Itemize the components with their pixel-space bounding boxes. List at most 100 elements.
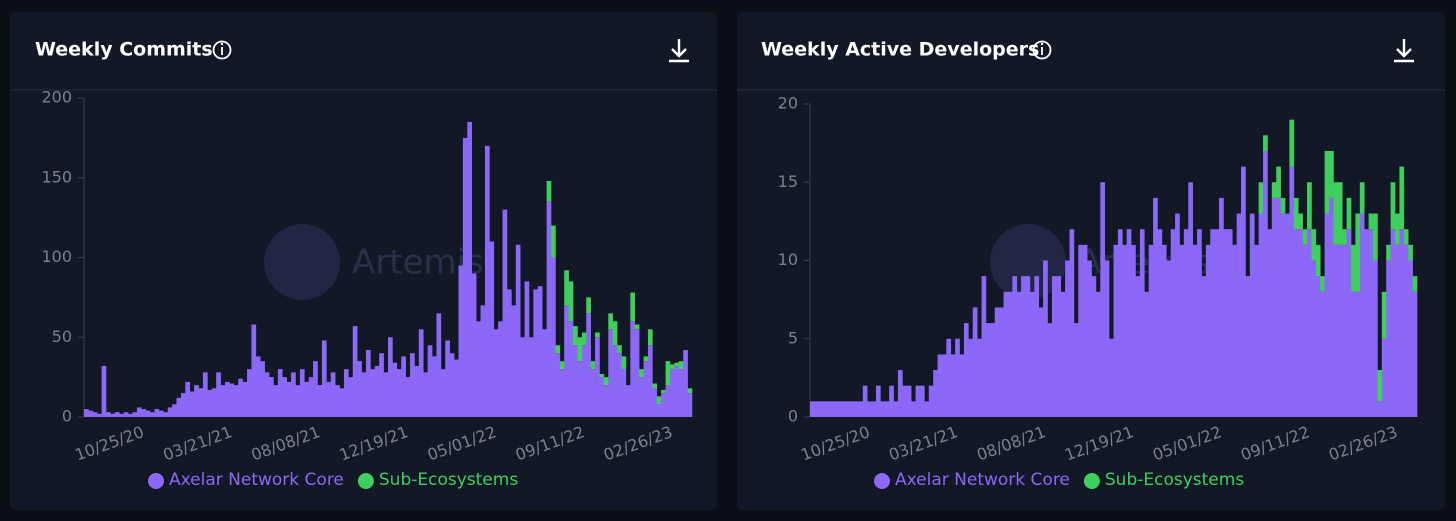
bar-segment — [674, 365, 680, 417]
legend-label: Sub-Ecosystems — [379, 470, 518, 490]
bar-segment — [924, 401, 930, 417]
bar-segment — [467, 121, 473, 418]
bar-segment — [1179, 244, 1185, 417]
bar-segment — [1263, 135, 1268, 151]
bar-segment — [1280, 197, 1286, 214]
bar-segment — [1148, 244, 1154, 417]
bar-segment — [678, 361, 684, 370]
bar-segment — [999, 307, 1004, 417]
info-icon[interactable] — [212, 40, 232, 60]
bar-segment — [1117, 229, 1123, 417]
legend-swatch — [1083, 473, 1100, 489]
bar-segment — [1131, 244, 1136, 417]
bar-segment — [247, 369, 252, 417]
download-icon[interactable] — [669, 39, 689, 63]
bar-segment — [630, 321, 636, 417]
bar-segment — [383, 372, 389, 417]
bar-segment — [1399, 229, 1405, 417]
bar-segment — [1315, 276, 1321, 417]
bar-segment — [1337, 182, 1343, 245]
bar-segment — [238, 378, 243, 417]
bar-segment — [128, 413, 133, 417]
bar-segment — [1302, 229, 1308, 245]
bar-segment — [260, 361, 265, 417]
bar-segment — [1403, 229, 1409, 245]
bar-segment — [559, 369, 565, 417]
bar-segment — [264, 372, 270, 417]
bar-segment — [1293, 229, 1299, 417]
bar-segment — [370, 369, 376, 417]
bar-segment — [933, 370, 938, 417]
bar-segment — [374, 365, 380, 417]
bar-segment — [643, 361, 649, 417]
bar-segment — [656, 404, 662, 417]
bar-segment — [1342, 244, 1347, 417]
bar-segment — [1201, 276, 1207, 417]
bar-segment — [1293, 197, 1299, 230]
bar-segment — [1320, 291, 1325, 417]
bar-segment — [224, 381, 230, 417]
bar-segment — [1267, 229, 1273, 417]
bar-segment — [564, 270, 569, 306]
bar-segment — [687, 393, 693, 417]
bar-segment — [489, 241, 495, 417]
bar-segment — [172, 404, 177, 417]
bar-segment — [599, 373, 605, 378]
bar-segment — [546, 201, 552, 417]
bar-segment — [1298, 229, 1303, 417]
bar-segment — [1315, 244, 1321, 277]
bar-segment — [97, 413, 102, 417]
bar-segment — [678, 369, 684, 417]
bar-segment — [1056, 276, 1062, 417]
bar-segment — [581, 345, 587, 417]
bar-segment — [977, 338, 982, 417]
bar-segment — [568, 281, 574, 322]
bar-segment — [612, 345, 618, 417]
bar-segment — [1012, 276, 1018, 417]
bar-segment — [1289, 119, 1295, 167]
bar-segment — [862, 385, 868, 417]
bar-segment — [339, 388, 345, 417]
bar-segment — [1245, 276, 1251, 417]
bar-segment — [498, 321, 503, 417]
bar-segment — [1223, 229, 1229, 417]
bar-segment — [462, 137, 468, 417]
y-tick-label: 15 — [778, 172, 798, 191]
y-tick-label: 0 — [62, 407, 72, 426]
bar-segment — [1368, 213, 1374, 230]
bar-segment — [968, 338, 974, 417]
bar-segment — [1029, 291, 1035, 417]
bar-segment — [158, 410, 164, 417]
bar-segment — [568, 321, 574, 417]
y-tick-label: 10 — [778, 250, 798, 269]
bar-segment — [661, 389, 666, 394]
bar-segment — [136, 407, 142, 417]
bar-segment — [981, 276, 987, 417]
bar-segment — [902, 385, 908, 417]
bar-segment — [1214, 229, 1220, 417]
bar-segment — [1249, 213, 1255, 417]
bar-segment — [114, 412, 120, 417]
bar-segment — [1386, 244, 1391, 261]
bar-segment — [1408, 244, 1413, 261]
download-icon[interactable] — [1394, 39, 1414, 63]
bar-segment — [401, 356, 406, 417]
bar-segment — [396, 369, 402, 417]
bar-segment — [506, 289, 512, 417]
bar-segment — [1236, 213, 1242, 417]
bar-segment — [1289, 166, 1295, 417]
info-icon[interactable] — [1032, 40, 1052, 60]
bar-segment — [599, 377, 605, 417]
bar-segment — [154, 409, 160, 417]
y-tick-label: 200 — [41, 88, 72, 107]
bar-segment — [282, 377, 287, 417]
bar-segment — [515, 244, 521, 417]
bar-segment — [1034, 276, 1040, 417]
bar-segment — [427, 345, 433, 417]
bar-segment — [524, 281, 530, 417]
bar-segment — [621, 369, 627, 417]
bar-segment — [630, 292, 636, 322]
bar-segment — [326, 381, 332, 417]
bar-segment — [621, 356, 627, 370]
bar-segment — [1311, 260, 1317, 417]
